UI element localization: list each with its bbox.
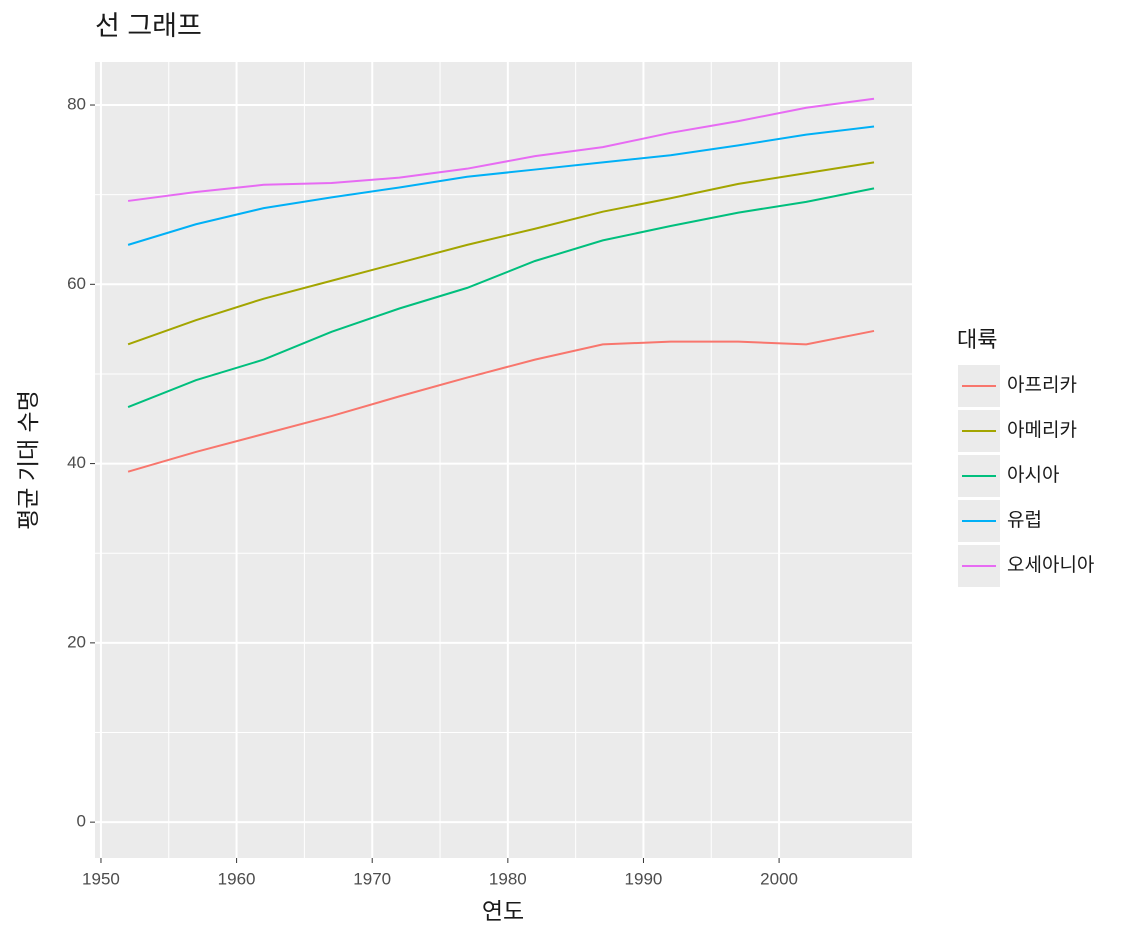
y-tick-label: 20 xyxy=(67,632,86,651)
x-tick-label: 1980 xyxy=(489,869,527,888)
x-tick-label: 1950 xyxy=(82,869,120,888)
grid xyxy=(95,62,912,858)
y-tick-label: 80 xyxy=(67,95,86,114)
plot-panel xyxy=(95,62,912,858)
y-axis-label: 평균 기대 수명 xyxy=(15,390,41,530)
y-tick-label: 60 xyxy=(67,274,86,293)
x-tick-label: 1970 xyxy=(353,869,391,888)
legend-label: 유럽 xyxy=(1007,509,1042,531)
x-tick-label: 2000 xyxy=(760,869,798,888)
series-line xyxy=(127,187,875,409)
series-line xyxy=(127,97,875,202)
legend-title: 대륙 xyxy=(957,327,997,352)
chart-title: 선 그래프 xyxy=(95,11,202,41)
x-tick-label: 1990 xyxy=(625,869,663,888)
legend-label: 오세아니아 xyxy=(1007,554,1094,576)
y-tick-label: 0 xyxy=(77,812,86,831)
series-line xyxy=(127,125,875,246)
series-line xyxy=(127,161,875,346)
series-line xyxy=(127,329,875,473)
legend-label: 아메리카 xyxy=(1007,419,1077,441)
legend-label: 아시아 xyxy=(1007,464,1059,486)
x-axis-label: 연도 xyxy=(482,898,524,924)
x-tick-label: 1960 xyxy=(218,869,256,888)
lines xyxy=(127,97,875,473)
legend-label: 아프리카 xyxy=(1007,374,1077,396)
y-tick-label: 40 xyxy=(67,453,86,472)
